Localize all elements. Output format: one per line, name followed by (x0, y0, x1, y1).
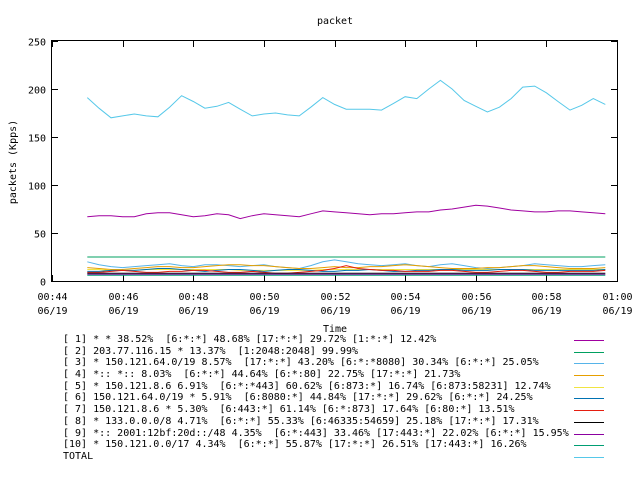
x-tick-date-label: 06/19 (320, 306, 350, 317)
legend-item-label: [ 3] * 150.121.64.0/19 8.57% [17:*:*] 43… (63, 357, 539, 369)
legend-item-label: [ 5] * 150.121.8.6 6.91% [6:*:*443] 60.6… (63, 380, 551, 392)
y-tick-label: 250 (28, 38, 46, 49)
series-line (87, 264, 606, 270)
plot-area-frame (51, 40, 618, 282)
legend-swatch (574, 421, 604, 423)
x-tick-time-label: 00:52 (320, 292, 350, 303)
legend: [ 1] * * 38.52% [6:*:*] 48.68% [17:*:*] … (63, 334, 623, 463)
legend-item: [10] * 150.121.0.0/17 4.34% [6:*:*] 55.8… (63, 439, 623, 451)
legend-item-label: TOTAL (63, 450, 94, 462)
x-tick-time-label: 00:50 (249, 292, 279, 303)
legend-swatch (574, 410, 604, 412)
x-tick-date-label: 06/19 (602, 306, 632, 317)
legend-swatch (574, 386, 604, 388)
legend-item: TOTAL (63, 451, 623, 463)
legend-item-label: [ 4] *:: *:: 8.03% [6:*:*] 44.64% [6:*:8… (63, 369, 461, 381)
legend-item: [ 9] *:: 2001:12bf:20d::/48 4.35% [6:*:4… (63, 428, 623, 440)
x-tick-date-label: 06/19 (178, 306, 208, 317)
x-axis-ticks: 00:44 06/19 00:46 06/19 00:48 06/19 00:50 06/19… (37, 41, 633, 317)
x-tick-time-label: 00:58 (531, 292, 561, 303)
legend-item-label: [ 8] * 133.0.0.0/8 4.71% [6:*:*] 55.33% … (63, 415, 539, 427)
series-line (86, 79, 606, 119)
legend-swatch (574, 433, 604, 435)
y-axis-ticks: 0 50 100 150 200 250 (28, 38, 617, 289)
y-tick-label: 150 (28, 134, 46, 145)
series-line (87, 265, 606, 274)
legend-item: [ 8] * 133.0.0.0/8 4.71% [6:*:*] 55.33% … (63, 416, 623, 428)
series-lines (86, 79, 606, 276)
legend-item: [ 5] * 150.121.8.6 6.91% [6:*:*443] 60.6… (63, 381, 623, 393)
x-tick-time-label: 00:46 (108, 292, 138, 303)
x-tick-time-label: 00:56 (461, 292, 491, 303)
x-tick-date-label: 06/19 (108, 306, 138, 317)
series-line (87, 268, 606, 272)
y-axis-label: packets (Kpps) (8, 120, 19, 204)
legend-swatch (574, 340, 604, 341)
legend-item-label: [ 9] *:: 2001:12bf:20d::/48 4.35% [6:*:4… (63, 427, 569, 439)
x-tick-date-label: 06/19 (37, 306, 67, 317)
x-axis-label: Time (323, 324, 347, 335)
x-tick-time-label: 00:44 (37, 292, 67, 303)
legend-swatch (574, 375, 604, 377)
legend-item: [ 3] * 150.121.64.0/19 8.57% [17:*:*] 43… (63, 357, 623, 369)
chart-title: packet (317, 16, 353, 27)
legend-item: [ 1] * * 38.52% [6:*:*] 48.68% [17:*:*] … (63, 334, 623, 346)
legend-item: [ 2] 203.77.116.15 * 13.37% [1:2048:2048… (63, 346, 623, 358)
legend-item: [ 4] *:: *:: 8.03% [6:*:*] 44.64% [6:*:8… (63, 369, 623, 381)
legend-swatch (574, 363, 604, 365)
legend-item: [ 6] 150.121.64.0/19 * 5.91% [6:8080:*] … (63, 392, 623, 404)
x-tick-time-label: 01:00 (602, 292, 632, 303)
y-tick-label: 100 (28, 182, 46, 193)
legend-swatch (574, 456, 604, 458)
x-tick-date-label: 06/19 (249, 306, 279, 317)
x-tick-time-label: 00:54 (390, 292, 420, 303)
series-line (87, 204, 606, 220)
legend-item: [ 7] 150.121.8.6 * 5.30% [6:443:*] 61.14… (63, 404, 623, 416)
legend-item-label: [ 6] 150.121.64.0/19 * 5.91% [6:8080:*] … (63, 392, 533, 404)
legend-swatch (574, 351, 604, 353)
legend-item-label: [10] * 150.121.0.0/17 4.34% [6:*:*] 55.8… (63, 439, 527, 451)
legend-swatch (574, 398, 604, 400)
y-tick-label: 200 (28, 86, 46, 97)
legend-item-label: [ 7] 150.121.8.6 * 5.30% [6:443:*] 61.14… (63, 404, 515, 416)
x-tick-date-label: 06/19 (390, 306, 420, 317)
legend-item-label: [ 2] 203.77.116.15 * 13.37% [1:2048:2048… (63, 345, 359, 357)
x-tick-date-label: 06/19 (531, 306, 561, 317)
legend-item-label: [ 1] * * 38.52% [6:*:*] 48.68% [17:*:*] … (63, 334, 437, 345)
x-tick-date-label: 06/19 (461, 306, 491, 317)
legend-swatch (574, 445, 604, 447)
y-tick-label: 0 (40, 278, 46, 289)
y-tick-label: 50 (34, 230, 46, 241)
x-tick-time-label: 00:48 (178, 292, 208, 303)
